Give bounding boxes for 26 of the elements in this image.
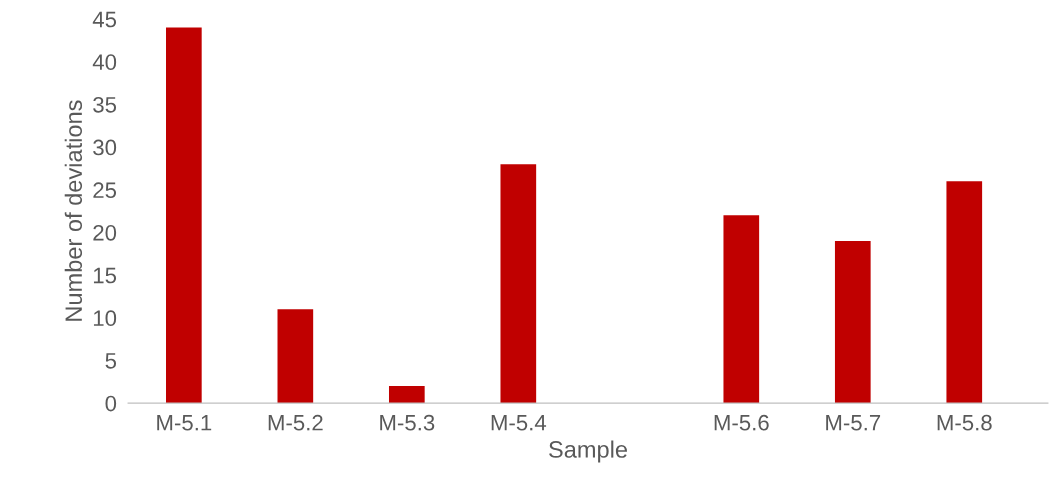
y-tick-label: 5 <box>105 353 117 369</box>
y-axis-title: Number of deviations <box>64 100 83 321</box>
bar <box>834 240 871 404</box>
y-tick-label: 30 <box>93 139 117 156</box>
bar <box>946 181 983 404</box>
y-tick-label: 10 <box>93 310 117 327</box>
y-tick-label: 0 <box>105 395 117 412</box>
bar <box>277 309 314 404</box>
y-tick-label: 40 <box>92 54 117 71</box>
x-tick-label: M-5.3 <box>380 414 435 431</box>
y-tick-label: 45 <box>92 11 117 28</box>
y-tick-label: 25 <box>93 182 117 199</box>
x-tick-label: M-5.2 <box>268 414 323 431</box>
y-tick-label: 15 <box>93 267 117 284</box>
y-tick-label: 20 <box>93 224 117 241</box>
x-tick-label: M-5.8 <box>937 414 992 431</box>
bar <box>388 386 425 404</box>
x-axis-title: Sample <box>549 440 627 463</box>
x-tick-label: M-5.7 <box>826 415 881 431</box>
bar <box>500 164 537 404</box>
x-tick-label: M-5.4 <box>491 415 547 431</box>
bar <box>166 27 202 404</box>
y-tick-label: 35 <box>93 96 117 113</box>
bar <box>723 215 760 404</box>
x-tick-label: M-5.6 <box>714 414 769 431</box>
x-tick-label: M-5.1 <box>157 415 212 431</box>
